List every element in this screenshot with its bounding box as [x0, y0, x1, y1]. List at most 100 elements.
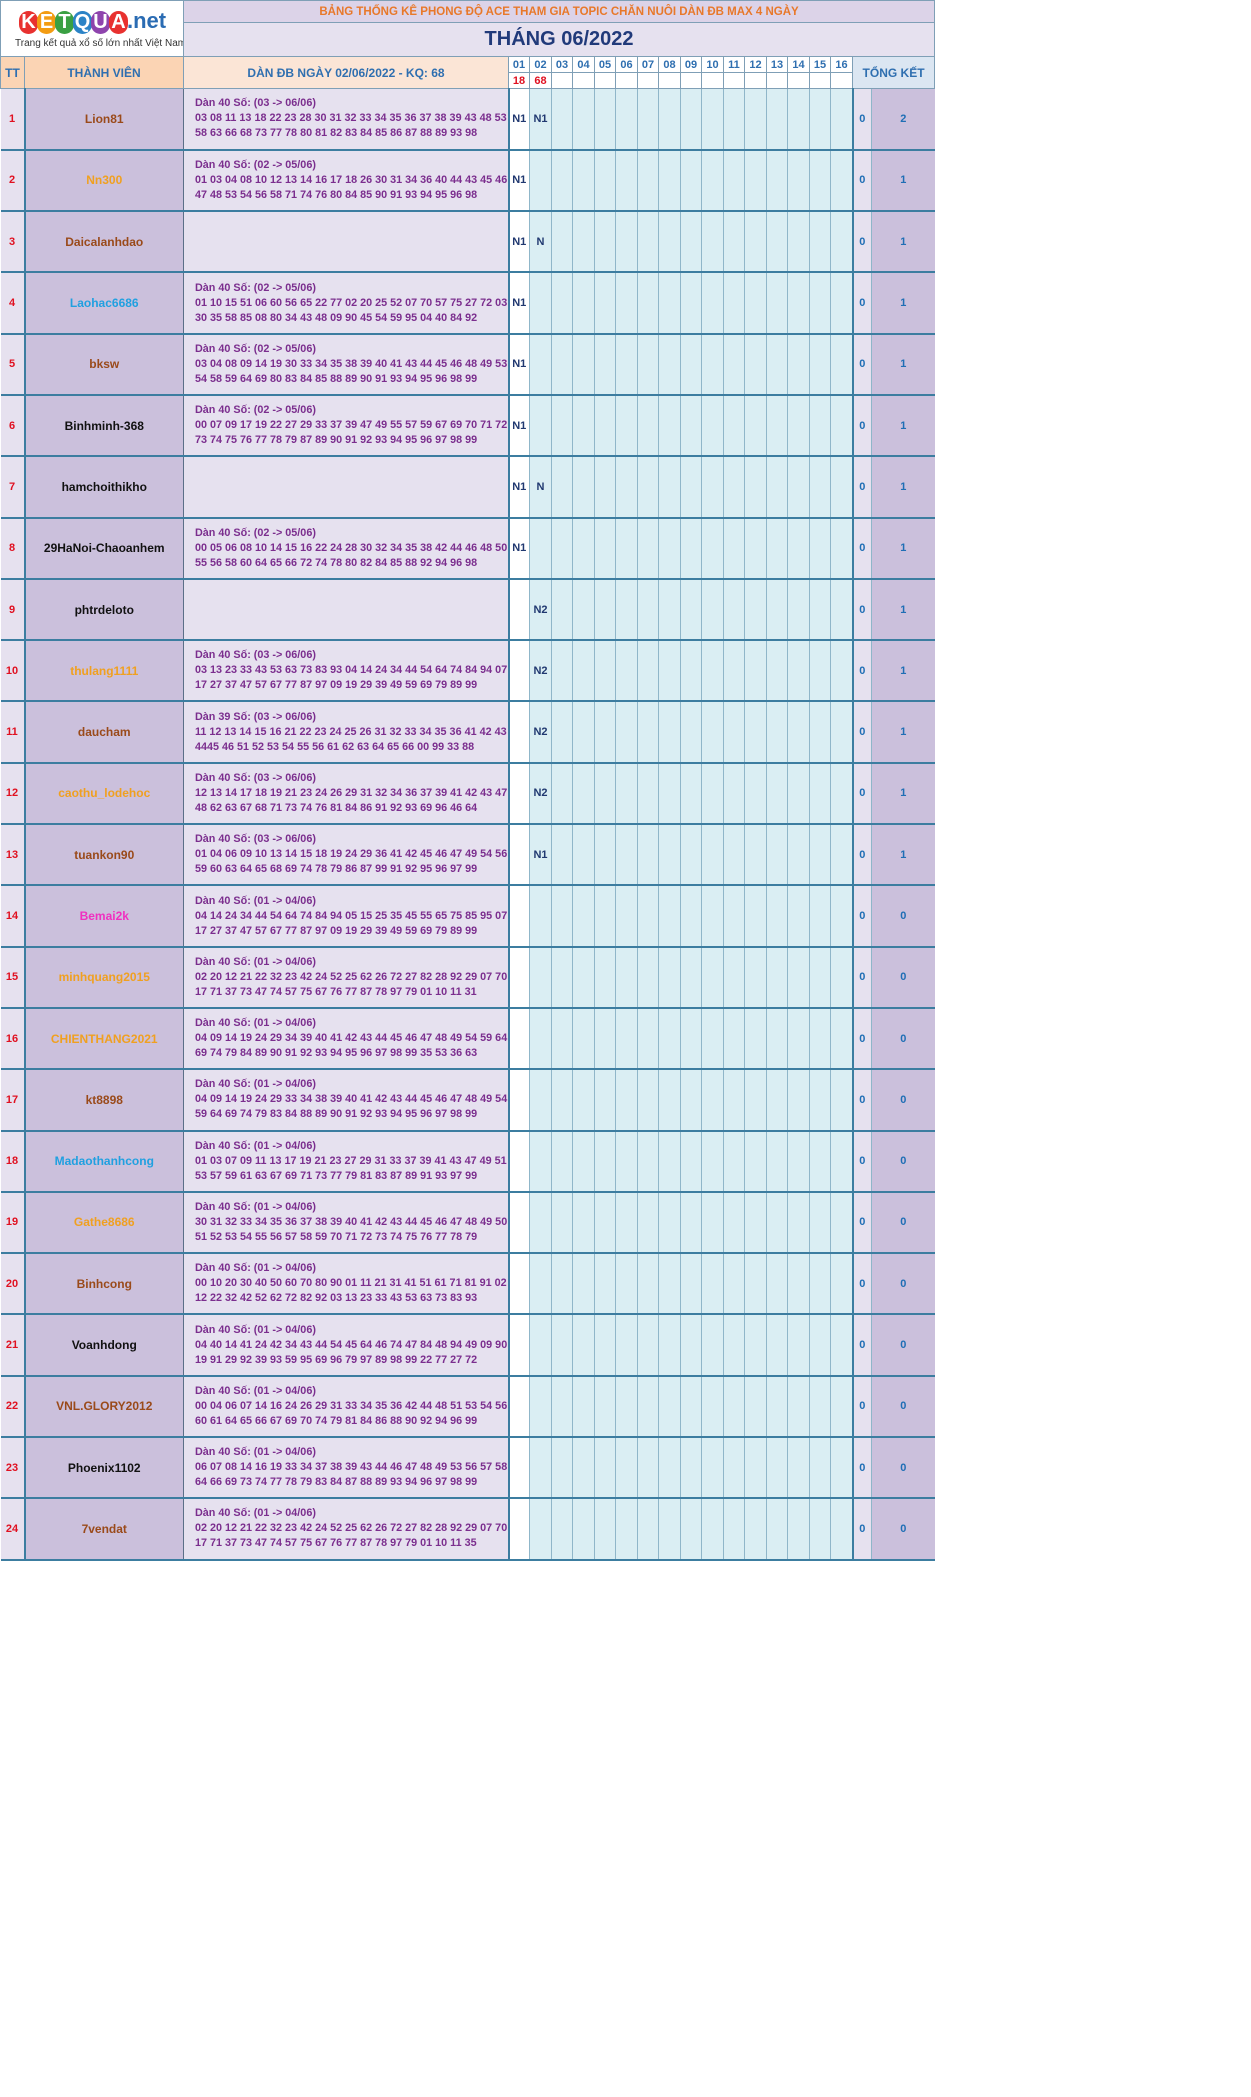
member-name[interactable]: VNL.GLORY2012	[24, 1375, 184, 1439]
member-name[interactable]: Phoenix1102	[24, 1437, 184, 1500]
dan-line: 17 27 37 47 57 67 77 87 97 09 19 29 39 4…	[195, 924, 478, 937]
dan-numbers: Dàn 40 Số: (02 -> 05/06) 03 04 08 09 14 1…	[183, 333, 510, 396]
day-cell-02: N2	[529, 578, 552, 642]
member-name[interactable]: phtrdeloto	[24, 578, 184, 642]
day-cell-12	[744, 88, 767, 151]
member-name[interactable]: Binhminh-368	[24, 394, 184, 458]
day-cell-13	[766, 1437, 788, 1500]
day-cell-06	[615, 1130, 638, 1193]
day-cell-13	[766, 211, 788, 274]
member-name[interactable]: thulang1111	[24, 640, 184, 703]
member-name[interactable]: bksw	[24, 333, 184, 396]
day-cell-12	[744, 946, 767, 1009]
member-name[interactable]: hamchoithikho	[24, 456, 184, 519]
day-cell-02	[529, 1314, 552, 1377]
member-name[interactable]: daucham	[24, 701, 184, 764]
day-cell-10	[701, 946, 724, 1009]
member-name[interactable]: kt8898	[24, 1069, 184, 1132]
member-name[interactable]: caothu_lodehoc	[24, 762, 184, 826]
day-cell-05	[594, 1007, 616, 1071]
day-cell-15	[809, 149, 831, 213]
day-cell-08	[658, 824, 681, 887]
day-cell-07	[637, 456, 659, 519]
day-cell-11	[723, 824, 745, 887]
member-name[interactable]: minhquang2015	[24, 946, 184, 1009]
member-name[interactable]: tuankon90	[24, 824, 184, 887]
day-cell-02: N1	[529, 824, 552, 887]
dan-line: 00 05 06 08 10 14 15 16 22 24 28 30 32 3…	[195, 541, 508, 554]
dan-numbers: Dàn 40 Số: (01 -> 04/06) 30 31 32 33 34 3…	[183, 1191, 510, 1255]
day-cell-14	[787, 517, 810, 580]
row-number: 7	[0, 456, 26, 519]
day-cell-12	[744, 1437, 767, 1500]
member-name[interactable]: 7vendat	[24, 1498, 184, 1561]
member-name[interactable]: Madaothanhcong	[24, 1130, 184, 1193]
day-cell-04	[572, 1069, 595, 1132]
dan-line: 59 64 69 74 79 83 84 88 89 90 91 92 93 9…	[195, 1108, 478, 1121]
member-name[interactable]: Gathe8686	[24, 1191, 184, 1255]
day-cell-14	[787, 1191, 810, 1255]
total-cell: 0	[871, 1069, 935, 1132]
row-number: 3	[0, 211, 26, 274]
day-cell-01	[508, 824, 530, 887]
member-name[interactable]: Daicalanhdao	[24, 211, 184, 274]
member-name[interactable]: Laohac6686	[24, 272, 184, 335]
day-cell-09	[680, 517, 702, 580]
member-name[interactable]: Bemai2k	[24, 885, 184, 948]
member-name[interactable]: Voanhdong	[24, 1314, 184, 1377]
day-cell-10	[701, 1314, 724, 1377]
day-cell-09	[680, 1253, 702, 1316]
member-name[interactable]: CHIENTHANG2021	[24, 1007, 184, 1071]
day-cell-05	[594, 1253, 616, 1316]
day-cell-16	[830, 149, 853, 213]
day-cell-16	[830, 1375, 853, 1439]
day-cell-16	[830, 885, 853, 948]
member-name[interactable]: Binhcong	[24, 1253, 184, 1316]
day-cell-13	[766, 1007, 788, 1071]
dan-line: 17 71 37 73 47 74 57 75 67 76 77 87 78 9…	[195, 985, 477, 998]
day-cell-14	[787, 1069, 810, 1132]
day-cell-01	[508, 885, 530, 948]
day-cell-13	[766, 1253, 788, 1316]
day-cell-08	[658, 272, 681, 335]
day-cell-07	[637, 1069, 659, 1132]
member-name[interactable]: Lion81	[24, 88, 184, 151]
row-number: 20	[0, 1253, 26, 1316]
day-cell-04	[572, 333, 595, 396]
day-cell-15	[809, 456, 831, 519]
table-row: 6 Binhminh-368 Dàn 40 Số: (02 -> 05/06) 00 …	[0, 394, 935, 458]
table-row: 24 7vendat Dàn 40 Số: (01 -> 04/06) 02 20 1…	[0, 1498, 935, 1561]
site-logo[interactable]: K E T Q U A.net Trang kết quả xổ số lớn nhất …	[0, 0, 184, 57]
day-cell-12	[744, 1007, 767, 1071]
day-cell-16	[830, 946, 853, 1009]
day-cell-12	[744, 456, 767, 519]
day-cell-11	[723, 1314, 745, 1377]
dan-line: 02 20 12 21 22 32 23 42 24 52 25 62 26 7…	[195, 970, 508, 983]
member-name[interactable]: Nn300	[24, 149, 184, 213]
day-cell-05	[594, 1498, 616, 1561]
day-cell-03	[551, 1130, 573, 1193]
subtotal-cell: 0	[851, 1069, 872, 1132]
table-row: 8 29HaNoi-Chaoanhem Dàn 40 Số: (02 -> 05/0…	[0, 517, 935, 580]
dan-numbers: Dàn 40 Số: (01 -> 04/06) 02 20 12 21 22 3…	[183, 946, 510, 1009]
member-name[interactable]: 29HaNoi-Chaoanhem	[24, 517, 184, 580]
dan-line: 19 91 29 92 39 93 59 95 69 96 79 97 89 9…	[195, 1353, 478, 1366]
dan-line: 01 04 06 09 10 13 14 15 18 19 24 29 36 4…	[195, 848, 508, 861]
day-cell-09	[680, 1007, 702, 1071]
day-cell-06	[615, 762, 638, 826]
day-result-03	[551, 72, 573, 89]
day-cell-12	[744, 1069, 767, 1132]
day-cell-04	[572, 640, 595, 703]
day-cell-12	[744, 1130, 767, 1193]
day-cell-05	[594, 1375, 616, 1439]
subtotal-cell: 0	[851, 885, 872, 948]
dan-line: 30 35 58 85 08 80 34 43 48 09 90 45 54 5…	[195, 311, 478, 324]
day-cell-11	[723, 701, 745, 764]
day-cell-11	[723, 1498, 745, 1561]
row-number: 2	[0, 149, 26, 213]
day-header-13: 13	[766, 56, 788, 73]
day-result-11	[723, 72, 745, 89]
day-cell-15	[809, 1498, 831, 1561]
dan-line: 54 58 59 64 69 80 83 84 85 88 89 90 91 9…	[195, 372, 478, 385]
total-cell: 0	[871, 1314, 935, 1377]
